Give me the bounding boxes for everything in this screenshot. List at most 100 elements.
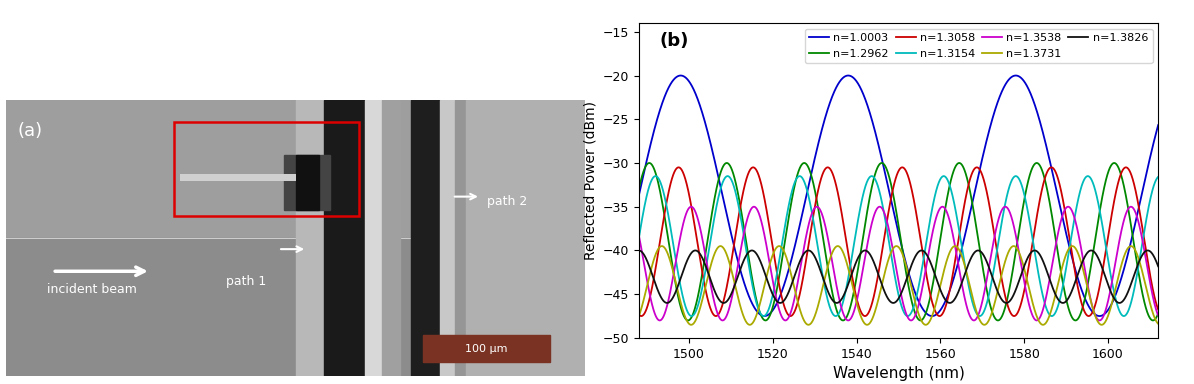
n=1.2962 xyxy=(1151,311,1165,316)
n=1.3731 xyxy=(726,275,740,280)
n=1.3058 xyxy=(726,247,740,252)
Text: path 1: path 1 xyxy=(226,275,266,288)
n=1.3826 xyxy=(830,301,844,305)
Y-axis label: Reflected Power (dBm): Reflected Power (dBm) xyxy=(583,101,597,260)
n=1.3154 xyxy=(943,185,958,190)
n=1.3826 xyxy=(1151,264,1165,268)
Legend: n=1.0003, n=1.2962, n=1.3058, n=1.3154, n=1.3538, n=1.3731, n=1.3826: n=1.0003, n=1.2962, n=1.3058, n=1.3154, … xyxy=(805,28,1152,63)
n=1.3058 xyxy=(1151,307,1165,312)
n=1.3538 xyxy=(1059,206,1073,210)
n=1.3058 xyxy=(632,312,646,317)
n=1.3154 xyxy=(830,313,844,318)
Bar xyxy=(179,174,296,181)
n=1.3538 xyxy=(970,316,984,321)
Text: (a): (a) xyxy=(18,122,43,140)
n=1.2962 xyxy=(970,227,984,232)
n=1.0003 xyxy=(830,83,844,88)
n=1.3731 xyxy=(977,323,991,327)
n=1.3058 xyxy=(671,165,685,170)
n=1.2962 xyxy=(943,180,958,185)
n=1.3731 xyxy=(1151,321,1165,326)
n=1.3058 xyxy=(943,284,958,289)
X-axis label: Wavelength (nm): Wavelength (nm) xyxy=(832,366,965,381)
n=1.3826 xyxy=(632,248,646,253)
n=1.0003 xyxy=(1151,123,1165,127)
Text: incident beam: incident beam xyxy=(47,283,136,296)
Line: n=1.3058: n=1.3058 xyxy=(639,167,1158,316)
n=1.3154 xyxy=(726,182,740,186)
n=1.3538 xyxy=(1151,313,1165,318)
Bar xyxy=(382,100,400,376)
Line: n=1.3538: n=1.3538 xyxy=(639,207,1158,320)
n=1.3058 xyxy=(857,314,872,318)
n=1.0003 xyxy=(970,180,984,185)
n=1.3826 xyxy=(970,248,984,253)
n=1.3538 xyxy=(943,221,958,226)
n=1.3731 xyxy=(1020,275,1034,280)
n=1.0003 xyxy=(726,240,740,245)
n=1.0003 xyxy=(673,73,688,78)
n=1.3154 xyxy=(1045,314,1059,318)
Line: n=1.3731: n=1.3731 xyxy=(639,246,1158,325)
Text: (b): (b) xyxy=(659,33,689,50)
n=1.3538 xyxy=(632,233,646,237)
n=1.2962 xyxy=(1020,186,1034,190)
Bar xyxy=(296,155,319,210)
n=1.3058 xyxy=(970,165,984,170)
Bar xyxy=(411,100,441,376)
n=1.3826 xyxy=(1113,301,1127,305)
Line: n=1.0003: n=1.0003 xyxy=(639,76,1158,316)
n=1.3058 xyxy=(1059,215,1073,220)
Text: 100 μm: 100 μm xyxy=(466,344,507,354)
Bar xyxy=(6,238,585,376)
n=1.3538 xyxy=(1124,204,1138,209)
n=1.3731 xyxy=(632,314,646,318)
n=1.2962 xyxy=(991,318,1005,323)
n=1.0003 xyxy=(632,194,646,198)
n=1.0003 xyxy=(943,286,958,291)
Bar xyxy=(296,100,325,376)
n=1.3538 xyxy=(726,289,740,294)
n=1.3731 xyxy=(943,249,958,253)
Bar xyxy=(174,122,359,216)
n=1.3826 xyxy=(943,301,958,305)
n=1.3154 xyxy=(793,174,807,179)
n=1.3731 xyxy=(970,310,984,314)
Line: n=1.2962: n=1.2962 xyxy=(639,163,1158,320)
n=1.3826 xyxy=(726,287,740,292)
n=1.2962 xyxy=(726,171,740,175)
n=1.2962 xyxy=(632,187,646,192)
n=1.2962 xyxy=(830,310,844,314)
n=1.3154 xyxy=(1059,266,1073,271)
Bar xyxy=(325,100,365,376)
n=1.3826 xyxy=(1059,299,1073,304)
n=1.3154 xyxy=(1151,175,1165,179)
n=1.3538 xyxy=(778,318,793,323)
n=1.3154 xyxy=(632,236,646,241)
Line: n=1.3826: n=1.3826 xyxy=(639,250,1158,303)
n=1.0003 xyxy=(1059,231,1073,235)
n=1.2962 xyxy=(952,161,966,165)
Bar xyxy=(365,100,382,376)
Text: path 2: path 2 xyxy=(487,195,527,208)
n=1.3058 xyxy=(830,188,844,193)
n=1.2962 xyxy=(1059,296,1073,301)
n=1.3154 xyxy=(970,311,984,316)
n=1.3731 xyxy=(830,244,844,248)
Bar xyxy=(423,335,550,362)
n=1.3538 xyxy=(830,288,844,292)
Bar xyxy=(6,100,585,238)
Bar xyxy=(467,100,585,376)
n=1.3058 xyxy=(1020,276,1034,281)
n=1.3538 xyxy=(1020,291,1034,295)
Bar xyxy=(455,100,467,376)
n=1.3826 xyxy=(1020,258,1034,263)
n=1.3731 xyxy=(1124,244,1138,248)
n=1.3731 xyxy=(1059,253,1073,257)
Bar xyxy=(284,155,331,210)
n=1.3154 xyxy=(1020,202,1034,207)
Line: n=1.3154: n=1.3154 xyxy=(639,176,1158,316)
Bar xyxy=(441,100,455,376)
n=1.0003 xyxy=(925,314,940,318)
n=1.0003 xyxy=(1020,83,1034,88)
